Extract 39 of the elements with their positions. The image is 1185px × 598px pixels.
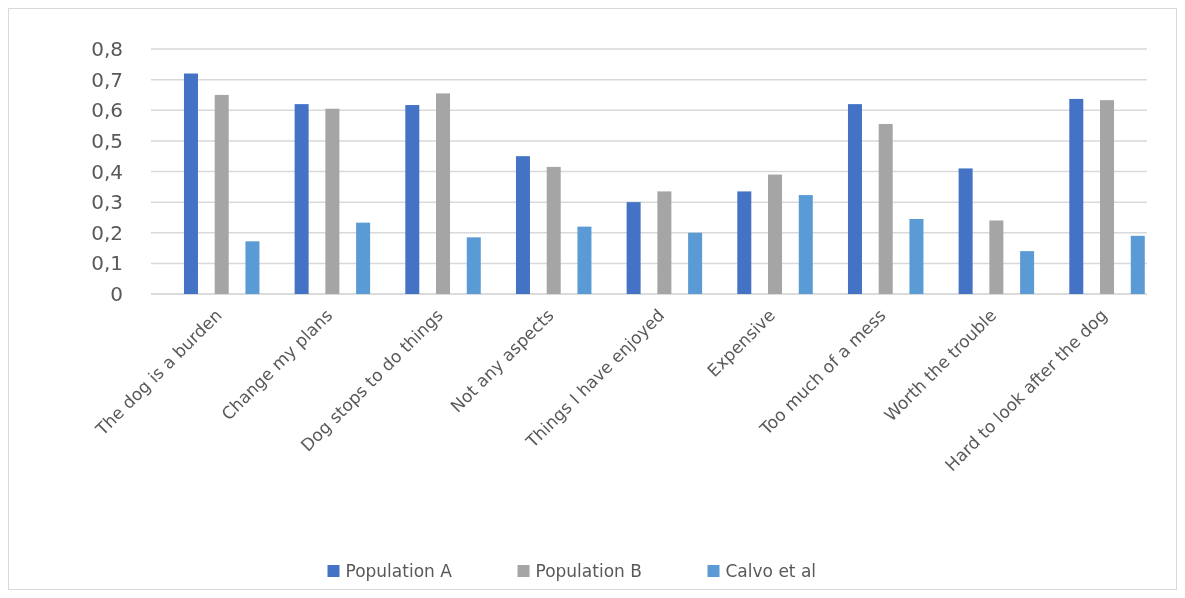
y-tick-label: 0,2 [91,220,123,245]
bar [466,237,481,294]
bar [1130,235,1145,294]
bar [214,94,229,294]
y-tick-label: 0,6 [91,98,123,123]
y-tick-label: 0,1 [91,251,123,276]
bar [798,195,813,294]
legend-label: Population A [345,560,453,581]
bar [1020,251,1035,294]
bar [958,168,973,294]
bar [515,156,530,294]
bar [989,220,1004,294]
bar [626,202,641,294]
bar [768,174,783,294]
bar [577,226,592,294]
legend-label: Calvo et al [725,560,817,581]
legend-label: Population B [535,560,642,581]
y-tick-label: 0,5 [91,128,123,153]
bar [657,191,672,294]
y-tick-label: 0,7 [91,67,123,92]
bar [405,105,420,294]
bar [294,104,309,294]
y-tick-label: 0,8 [91,37,123,61]
bar [325,108,340,294]
bar [356,222,371,294]
bar [546,166,561,294]
y-tick-label: 0 [110,282,123,306]
bar [688,232,703,294]
bar [245,241,260,294]
bar [878,124,893,294]
bar [737,191,752,294]
bar [436,93,451,294]
bar [909,218,924,294]
y-tick-label: 0,3 [91,190,123,215]
bar [847,104,862,294]
bar [1100,100,1115,294]
y-tick-label: 0,4 [91,159,123,184]
bar [183,73,198,294]
bar [1069,98,1084,294]
